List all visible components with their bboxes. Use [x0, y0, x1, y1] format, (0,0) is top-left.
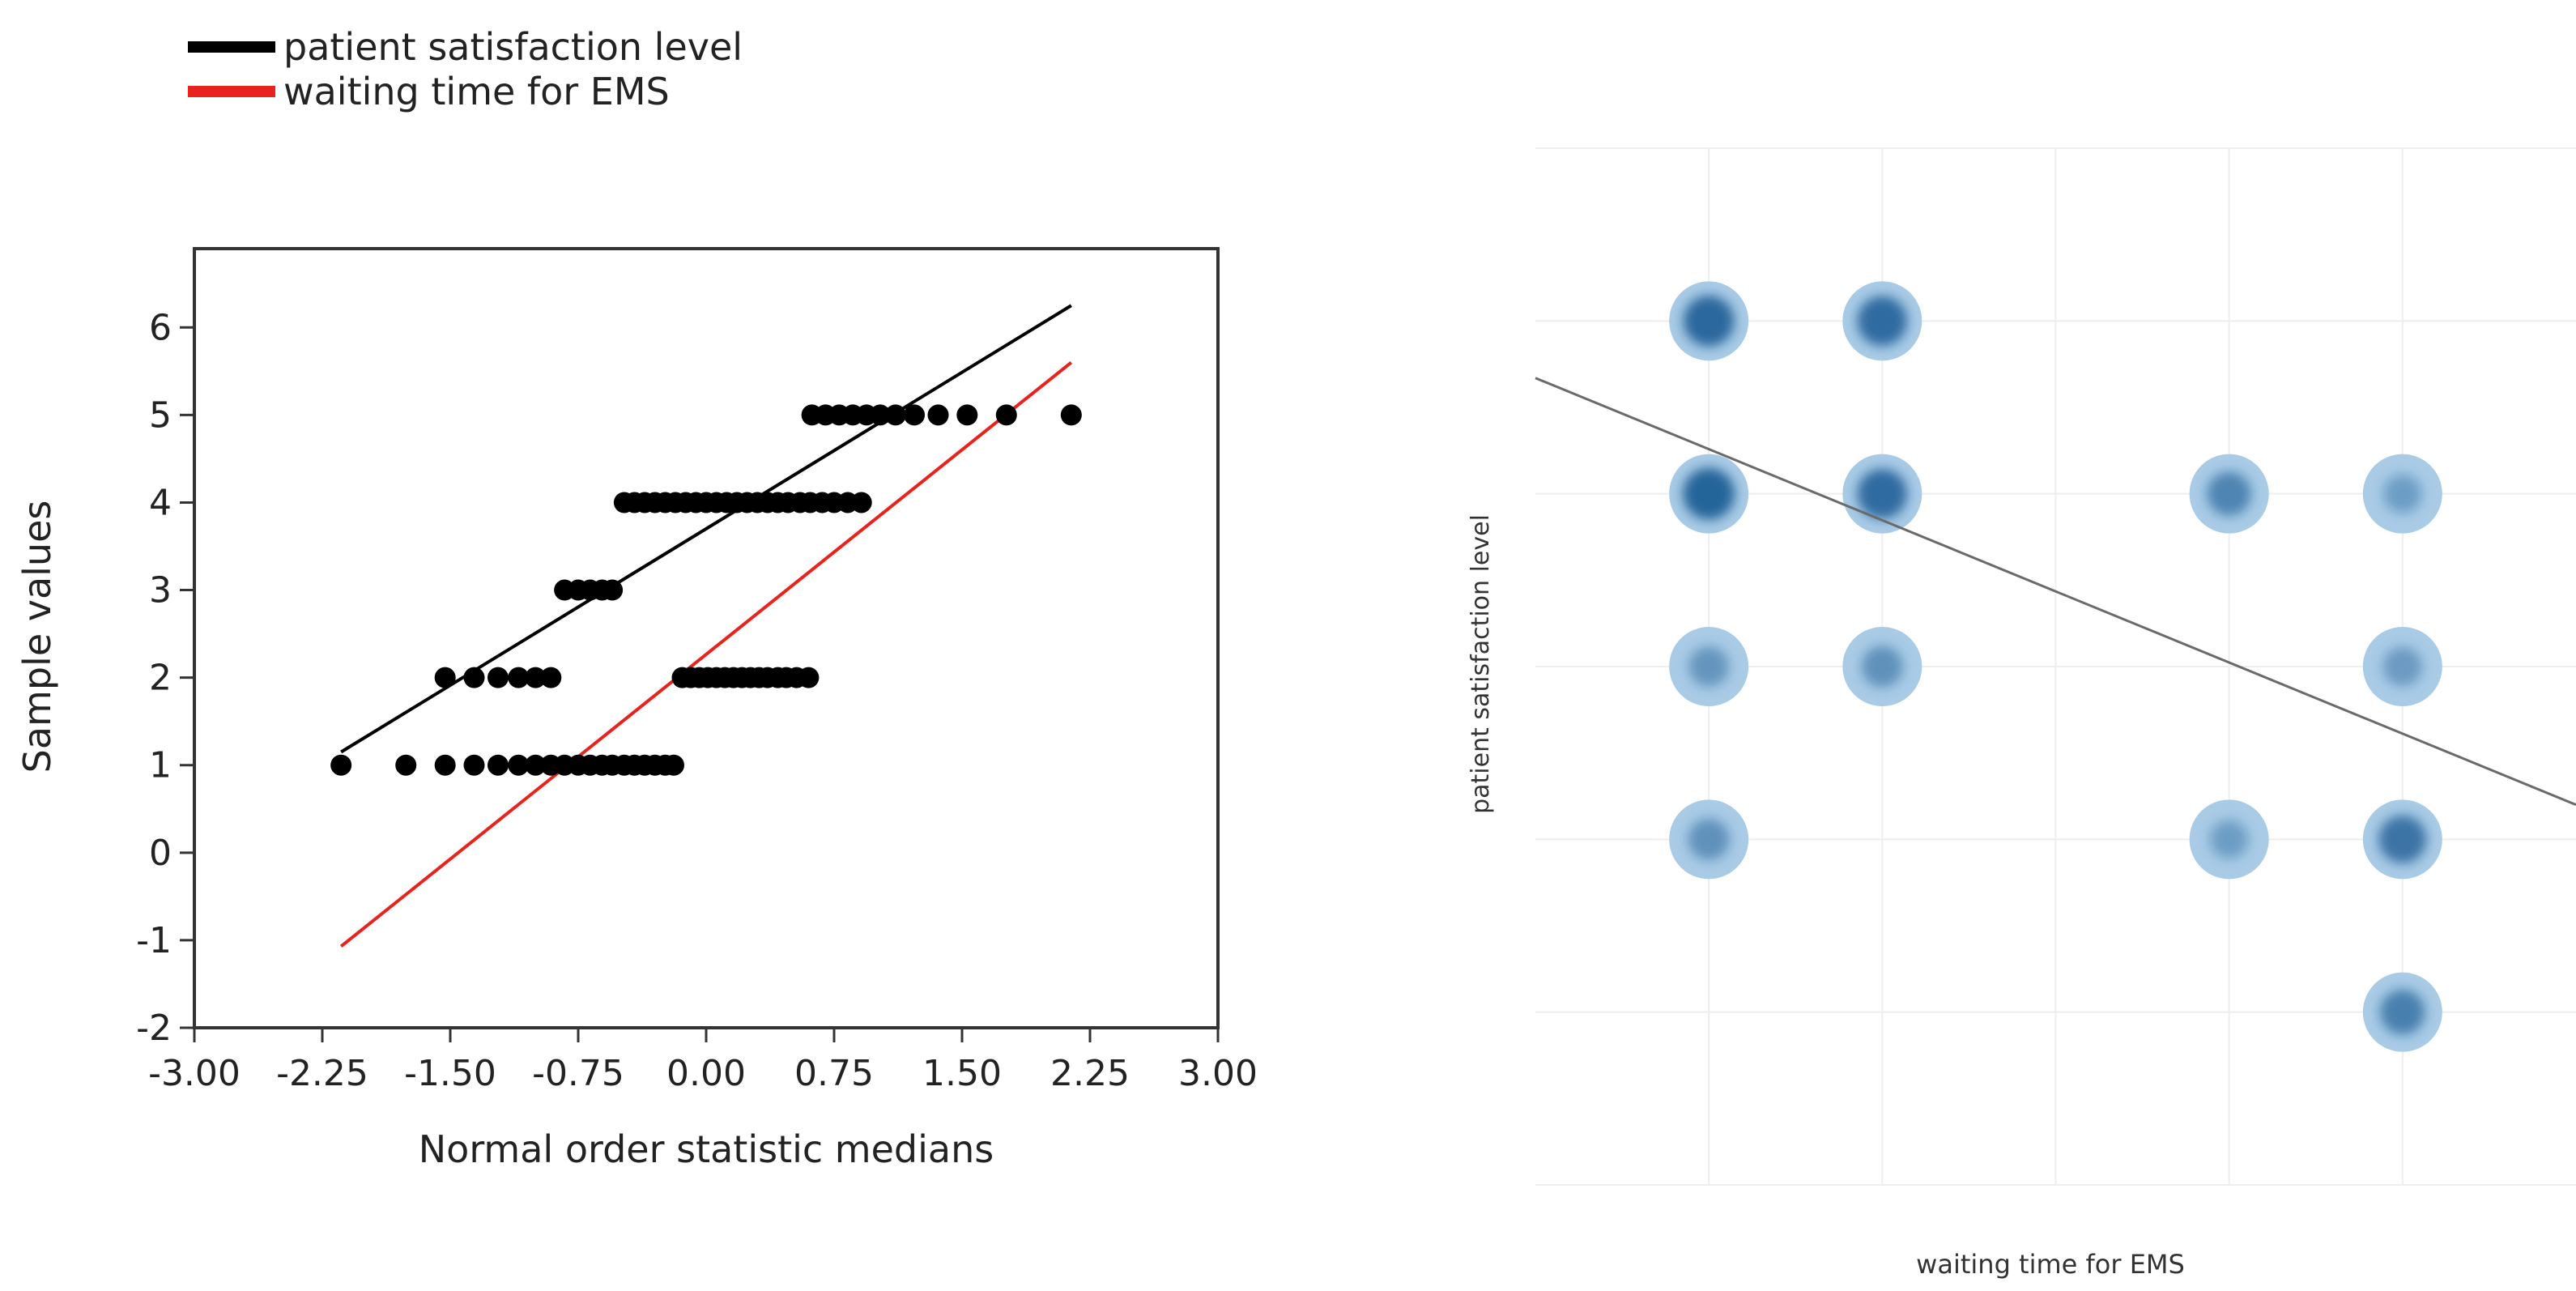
legend-swatch-0	[188, 41, 275, 53]
x-tick-label: 2.25	[1050, 1053, 1130, 1094]
bubble	[2362, 454, 2442, 534]
data-point	[434, 667, 456, 688]
bubble	[1842, 454, 1922, 534]
bubble-core	[1683, 295, 1735, 347]
x-tick-label: 3.00	[1178, 1053, 1258, 1094]
bubble-core	[1688, 818, 1730, 860]
y-tick-label: -2	[136, 1008, 172, 1049]
bubble	[2362, 627, 2442, 706]
bubble-core	[2383, 475, 2422, 513]
data-point	[463, 667, 485, 688]
bubble	[1669, 799, 1749, 880]
x-tick-label: -1.50	[404, 1053, 496, 1094]
x-axis: -3.00 -2.25 -1.50 -0.75 0.00 0.75 1.50 2.25 3.00	[148, 1028, 1258, 1094]
y-tick-label: 6	[149, 307, 172, 348]
data-point	[395, 754, 417, 776]
data-point	[434, 754, 456, 776]
data-point	[904, 404, 926, 426]
data-point	[508, 754, 530, 776]
data-point	[463, 754, 485, 776]
x-tick-label: -0.75	[532, 1053, 624, 1094]
y-tick-label: -1	[136, 920, 172, 961]
data-point	[525, 667, 547, 688]
bubble-core	[2380, 989, 2425, 1035]
trend-line	[1535, 377, 2576, 807]
bubble	[1669, 281, 1749, 361]
y-tick-label: 3	[149, 570, 172, 611]
data-point	[798, 667, 820, 688]
data-point	[330, 754, 352, 776]
bubble-core	[2210, 820, 2249, 859]
data-point	[850, 492, 872, 513]
data-point	[662, 754, 684, 776]
y-axis-label: Sample values	[15, 501, 59, 773]
y-tick-label: 4	[149, 482, 172, 523]
y-axis-label: patient satisfaction level	[1467, 514, 1495, 814]
y-tick-label: 0	[149, 833, 172, 874]
data-point	[884, 404, 906, 426]
bubble-core	[1683, 467, 1735, 520]
bubble	[2362, 972, 2442, 1052]
bubble-core	[2382, 646, 2423, 687]
bubble-plot: waiting time for EMS patient satisfactio…	[1467, 147, 2576, 1280]
bubble-core	[2207, 471, 2251, 516]
bubble-points	[1669, 281, 2442, 1052]
data-point	[1060, 404, 1082, 426]
data-point	[602, 579, 624, 601]
bubble	[2362, 799, 2442, 880]
x-tick-label: 0.00	[666, 1053, 746, 1094]
legend-label-0: patient satisfaction level	[283, 25, 743, 69]
trend-line-path	[1535, 377, 2576, 807]
bubble-core	[2378, 815, 2427, 863]
data-point	[540, 667, 562, 688]
y-tick-label: 2	[149, 658, 172, 699]
data-point	[956, 404, 978, 426]
x-tick-label: 1.50	[922, 1053, 1002, 1094]
reference-line-0	[340, 304, 1072, 754]
legend-swatch-1	[188, 86, 275, 97]
x-tick-label: 0.75	[794, 1053, 874, 1094]
bubble-core	[1857, 468, 1908, 519]
bubble-core	[1688, 646, 1729, 687]
data-point	[525, 754, 547, 776]
legend-label-1: waiting time for EMS	[283, 70, 670, 113]
x-axis-label: waiting time for EMS	[1916, 1249, 2185, 1280]
data-point	[487, 754, 509, 776]
bubble	[1842, 627, 1922, 706]
data-points	[330, 404, 1082, 776]
bubble	[2189, 799, 2269, 880]
data-point	[995, 404, 1017, 426]
qq-plot-frame	[193, 247, 1220, 1029]
y-axis: -2 -1 0 1 2 3 4 5 6	[136, 307, 194, 1049]
bubble	[1842, 281, 1922, 361]
x-tick-label: -3.00	[148, 1053, 241, 1094]
y-tick-label: 5	[149, 394, 172, 436]
data-point	[487, 667, 509, 688]
x-axis-label: Normal order statistic medians	[419, 1127, 994, 1171]
bubble-core	[1861, 646, 1903, 688]
bubble	[1669, 627, 1749, 706]
bubble	[1669, 454, 1749, 534]
data-point	[927, 404, 949, 426]
reference-line-1	[339, 360, 1073, 948]
data-point	[869, 404, 891, 426]
x-tick-label: -2.25	[276, 1053, 368, 1094]
reference-lines	[339, 304, 1073, 948]
bubble	[2189, 454, 2269, 534]
y-tick-label: 1	[149, 745, 172, 786]
bubble-core	[1857, 296, 1908, 347]
data-point	[508, 667, 530, 688]
